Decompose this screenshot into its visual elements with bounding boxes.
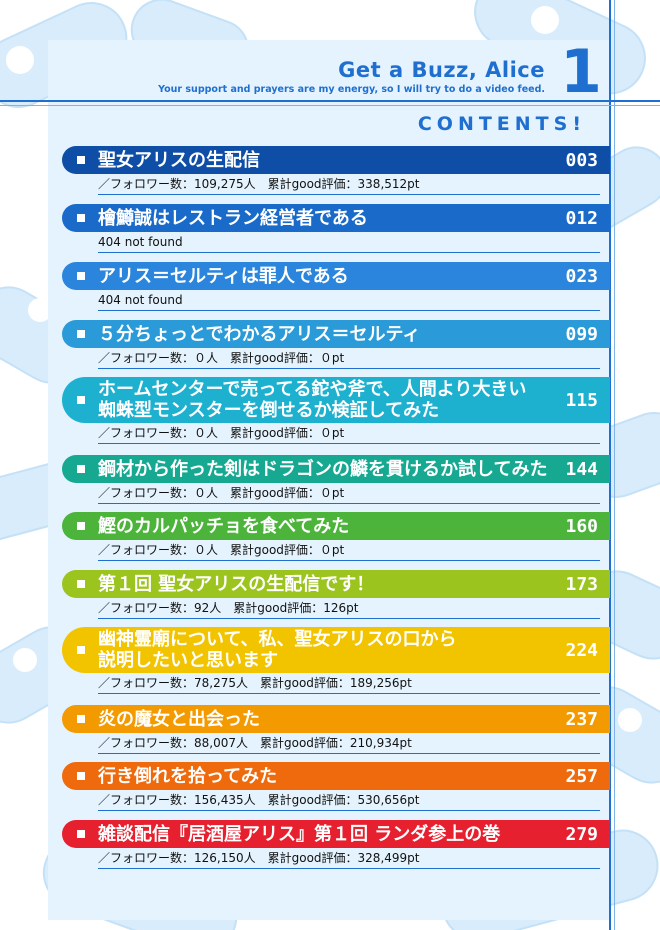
chapter-title: アリス＝セルティは罪人である (98, 265, 349, 287)
square-bullet-icon (77, 156, 85, 164)
chapter-page-number: 115 (565, 389, 598, 411)
chapter-title-bar[interactable]: 幽神霊廟について、私、聖女アリスの口から 説明したいと思います 224 (62, 627, 610, 673)
chapter-entry[interactable]: 鰹のカルパッチョを食べてみた 160 ／フォロワー数：０人 累計good評価：０pt (62, 512, 610, 561)
chapter-page-number: 012 (565, 207, 598, 229)
contents-heading: CONTENTS! (417, 113, 586, 135)
square-bullet-icon (77, 396, 85, 404)
chapter-title-bar[interactable]: 炎の魔女と出会った 237 (62, 705, 610, 733)
chapter-stats: ／フォロワー数：156,435人 累計good評価：530,656pt (98, 790, 600, 811)
chapter-stats: ／フォロワー数：０人 累計good評価：０pt (98, 423, 600, 444)
chapter-page-number: 099 (565, 323, 598, 345)
chapter-title: 雑談配信『居酒屋アリス』第１回 ランダ参上の巻 (98, 823, 501, 845)
chapter-title-bar[interactable]: 檜鱒誠はレストラン経営者である 012 (62, 204, 610, 232)
right-border-line (609, 0, 611, 930)
chapter-title: 鰹のカルパッチョを食べてみた (98, 515, 350, 537)
chapter-entry[interactable]: 鋼材から作った剣はドラゴンの鱗を貫けるか試してみた 144 ／フォロワー数：０人 累… (62, 455, 610, 504)
chapter-page-number: 003 (565, 149, 598, 171)
chapter-page-number: 160 (565, 515, 598, 537)
square-bullet-icon (77, 522, 85, 530)
square-bullet-icon (77, 772, 85, 780)
chapter-stats: ／フォロワー数：０人 累計good評価：０pt (98, 540, 600, 561)
chapter-title: 行き倒れを拾ってみた (98, 765, 278, 787)
square-bullet-icon (77, 330, 85, 338)
chapter-entry[interactable]: 檜鱒誠はレストラン経営者である 012 404 not found (62, 204, 610, 253)
chapter-title: 炎の魔女と出会った (98, 708, 260, 730)
square-bullet-icon (77, 830, 85, 838)
header-rule (0, 100, 660, 102)
chapter-entry[interactable]: ホームセンターで売ってる鉈や斧で、人間より大きい 蜘蛛型モンスターを倒せるか検証… (62, 377, 610, 444)
chapter-page-number: 173 (565, 573, 598, 595)
square-bullet-icon (77, 646, 85, 654)
square-bullet-icon (77, 214, 85, 222)
chapter-entry[interactable]: 聖女アリスの生配信 003 ／フォロワー数：109,275人 累計good評価：33… (62, 146, 610, 195)
chapter-page-number: 237 (565, 708, 598, 730)
chapter-page-number: 257 (565, 765, 598, 787)
chapter-entry[interactable]: 第１回 聖女アリスの生配信です！ 173 ／フォロワー数：92人 累計good評価：… (62, 570, 610, 619)
chapter-title-bar[interactable]: 雑談配信『居酒屋アリス』第１回 ランダ参上の巻 279 (62, 820, 610, 848)
chapter-stats: ／フォロワー数：０人 累計good評価：０pt (98, 483, 600, 504)
chapter-entry[interactable]: ５分ちょっとでわかるアリス＝セルティ 099 ／フォロワー数：０人 累計good評価… (62, 320, 610, 369)
chapter-page-number: 279 (565, 823, 598, 845)
square-bullet-icon (77, 272, 85, 280)
chapter-title: ５分ちょっとでわかるアリス＝セルティ (98, 323, 421, 345)
volume-number: 1 (560, 37, 602, 107)
chapter-stats: ／フォロワー数：126,150人 累計good評価：328,499pt (98, 848, 600, 869)
chapter-page-number: 224 (565, 639, 598, 661)
chapter-entry[interactable]: 幽神霊廟について、私、聖女アリスの口から 説明したいと思います 224 ／フォロワー… (62, 627, 610, 694)
chapter-entry[interactable]: 雑談配信『居酒屋アリス』第１回 ランダ参上の巻 279 ／フォロワー数：126,15… (62, 820, 610, 869)
chapter-title: 幽神霊廟について、私、聖女アリスの口から 説明したいと思います (98, 629, 457, 671)
chapter-page-number: 023 (565, 265, 598, 287)
chapter-stats: 404 not found (98, 232, 600, 253)
chapter-stats: ／フォロワー数：88,007人 累計good評価：210,934pt (98, 733, 600, 754)
chapter-title-bar[interactable]: ホームセンターで売ってる鉈や斧で、人間より大きい 蜘蛛型モンスターを倒せるか検証… (62, 377, 610, 423)
series-title: Get a Buzz, Alice (338, 58, 545, 82)
chapter-title-bar[interactable]: 聖女アリスの生配信 003 (62, 146, 610, 174)
chapter-title-bar[interactable]: アリス＝セルティは罪人である 023 (62, 262, 610, 290)
chapter-stats: ／フォロワー数：109,275人 累計good評価：338,512pt (98, 174, 600, 195)
chapter-entry[interactable]: 行き倒れを拾ってみた 257 ／フォロワー数：156,435人 累計good評価：5… (62, 762, 610, 811)
chapter-stats: 404 not found (98, 290, 600, 311)
right-border-line-thin (614, 0, 615, 930)
square-bullet-icon (77, 465, 85, 473)
chapter-title: ホームセンターで売ってる鉈や斧で、人間より大きい 蜘蛛型モンスターを倒せるか検証… (98, 379, 527, 421)
chapter-title-bar[interactable]: ５分ちょっとでわかるアリス＝セルティ 099 (62, 320, 610, 348)
chapter-title-bar[interactable]: 行き倒れを拾ってみた 257 (62, 762, 610, 790)
series-tagline: Your support and prayers are my energy, … (158, 84, 545, 95)
chapter-stats: ／フォロワー数：０人 累計good評価：０pt (98, 348, 600, 369)
chapter-title: 鋼材から作った剣はドラゴンの鱗を貫けるか試してみた (98, 458, 548, 480)
header-rule-thin (0, 105, 660, 106)
square-bullet-icon (77, 580, 85, 588)
chapter-page-number: 144 (565, 458, 598, 480)
chapter-title: 第１回 聖女アリスの生配信です！ (98, 573, 375, 595)
chapter-stats: ／フォロワー数：92人 累計good評価：126pt (98, 598, 600, 619)
chapter-title-bar[interactable]: 第１回 聖女アリスの生配信です！ 173 (62, 570, 610, 598)
chapter-entry[interactable]: 炎の魔女と出会った 237 ／フォロワー数：88,007人 累計good評価：210… (62, 705, 610, 754)
chapter-title: 檜鱒誠はレストラン経営者である (98, 207, 368, 229)
chapter-entry[interactable]: アリス＝セルティは罪人である 023 404 not found (62, 262, 610, 311)
chapter-stats: ／フォロワー数：78,275人 累計good評価：189,256pt (98, 673, 600, 694)
chapter-title-bar[interactable]: 鰹のカルパッチョを食べてみた 160 (62, 512, 610, 540)
chapter-title-bar[interactable]: 鋼材から作った剣はドラゴンの鱗を貫けるか試してみた 144 (62, 455, 610, 483)
chapter-title: 聖女アリスの生配信 (98, 149, 260, 171)
square-bullet-icon (77, 715, 85, 723)
